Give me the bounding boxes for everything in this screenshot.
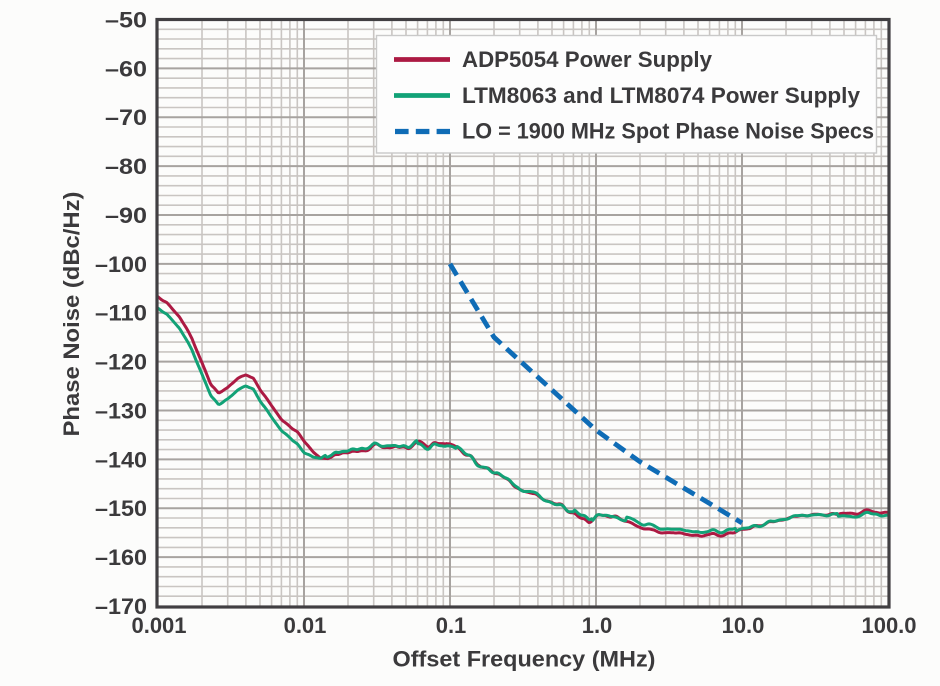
svg-text:Offset Frequency (MHz): Offset Frequency (MHz) xyxy=(393,647,656,672)
svg-text:ADP5054 Power Supply: ADP5054 Power Supply xyxy=(462,47,713,72)
svg-text:–80: –80 xyxy=(105,154,147,179)
svg-text:–60: –60 xyxy=(105,56,147,81)
svg-text:1.0: 1.0 xyxy=(582,613,613,638)
svg-text:100.0: 100.0 xyxy=(861,613,916,638)
svg-text:–160: –160 xyxy=(95,545,147,570)
svg-text:0.01: 0.01 xyxy=(284,613,327,638)
svg-text:0.001: 0.001 xyxy=(131,613,186,638)
svg-text:–70: –70 xyxy=(105,105,147,130)
svg-text:–100: –100 xyxy=(95,252,147,277)
svg-text:–130: –130 xyxy=(95,398,147,423)
svg-text:10.0: 10.0 xyxy=(722,613,765,638)
svg-text:–170: –170 xyxy=(95,594,147,619)
svg-text:–120: –120 xyxy=(95,350,147,375)
svg-text:–140: –140 xyxy=(95,447,147,472)
svg-text:0.1: 0.1 xyxy=(436,613,467,638)
svg-text:–50: –50 xyxy=(105,7,147,32)
svg-text:LTM8063 and LTM8074 Power Supp: LTM8063 and LTM8074 Power Supply xyxy=(462,83,861,108)
svg-text:–150: –150 xyxy=(95,496,147,521)
svg-text:–90: –90 xyxy=(105,203,147,228)
svg-text:LO = 1900 MHz Spot Phase Noise: LO = 1900 MHz Spot Phase Noise Specs xyxy=(462,119,874,144)
svg-text:Phase Noise (dBc/Hz): Phase Noise (dBc/Hz) xyxy=(59,192,84,437)
svg-text:–110: –110 xyxy=(95,301,147,326)
